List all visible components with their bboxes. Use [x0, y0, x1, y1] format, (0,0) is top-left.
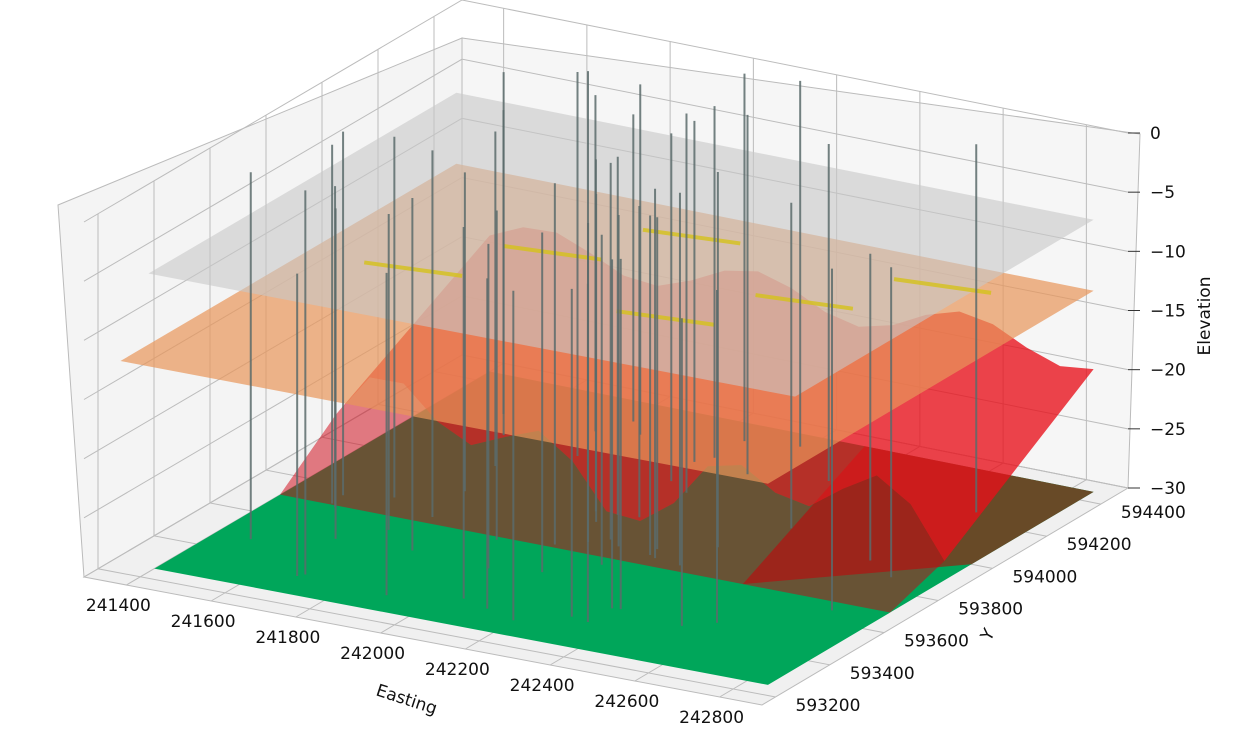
surface-yellow-vein: [755, 293, 854, 311]
z-tick-label: −20: [1150, 361, 1186, 381]
x-axis-label: Easting: [373, 681, 439, 719]
y-tick-label: 593400: [850, 664, 915, 684]
surface-yellow-vein: [893, 277, 992, 295]
x-tick-label: 241800: [255, 628, 320, 648]
z-gridline: [83, 58, 1129, 282]
y-tick-label: 593800: [958, 600, 1023, 620]
y-axis-label: Y: [977, 625, 1000, 645]
x-tick-label: 242000: [340, 644, 405, 664]
surface-grey: [148, 92, 1094, 397]
y-tick-label: 594400: [1121, 503, 1186, 523]
surface-yellow-vein: [642, 227, 741, 246]
z-tick-label: −25: [1150, 420, 1186, 440]
z-tick-label: −10: [1150, 242, 1186, 262]
z-axis-label: Elevation: [1195, 277, 1215, 356]
boreholes-layer: [249, 71, 978, 626]
y-tick-label: 594200: [1067, 535, 1132, 555]
y-tick-label: 593600: [904, 632, 969, 652]
tick-layer: 241400 241600 241800 242000 242200 242400 2426…: [86, 124, 1186, 728]
surface-red-skirt: [280, 377, 945, 613]
x-tick-label: 242600: [594, 692, 659, 712]
y-tick-label: 593200: [796, 696, 861, 716]
x-tick-label: 242200: [425, 660, 490, 680]
surface-yellow-vein: [503, 244, 602, 262]
x-tick-label: 242800: [679, 708, 744, 728]
x-tick-label: 241600: [171, 612, 236, 632]
x-tick-label: 241400: [86, 596, 151, 616]
z-gridline: [83, 0, 1129, 223]
z-tick-label: −5: [1150, 183, 1175, 203]
y-tick-label: 594000: [1012, 567, 1077, 587]
z-tick-label: 0: [1150, 124, 1161, 144]
x-tick-label: 242400: [510, 676, 575, 696]
z-tick-label: −30: [1150, 479, 1186, 499]
z-tick-label: −15: [1150, 302, 1186, 322]
